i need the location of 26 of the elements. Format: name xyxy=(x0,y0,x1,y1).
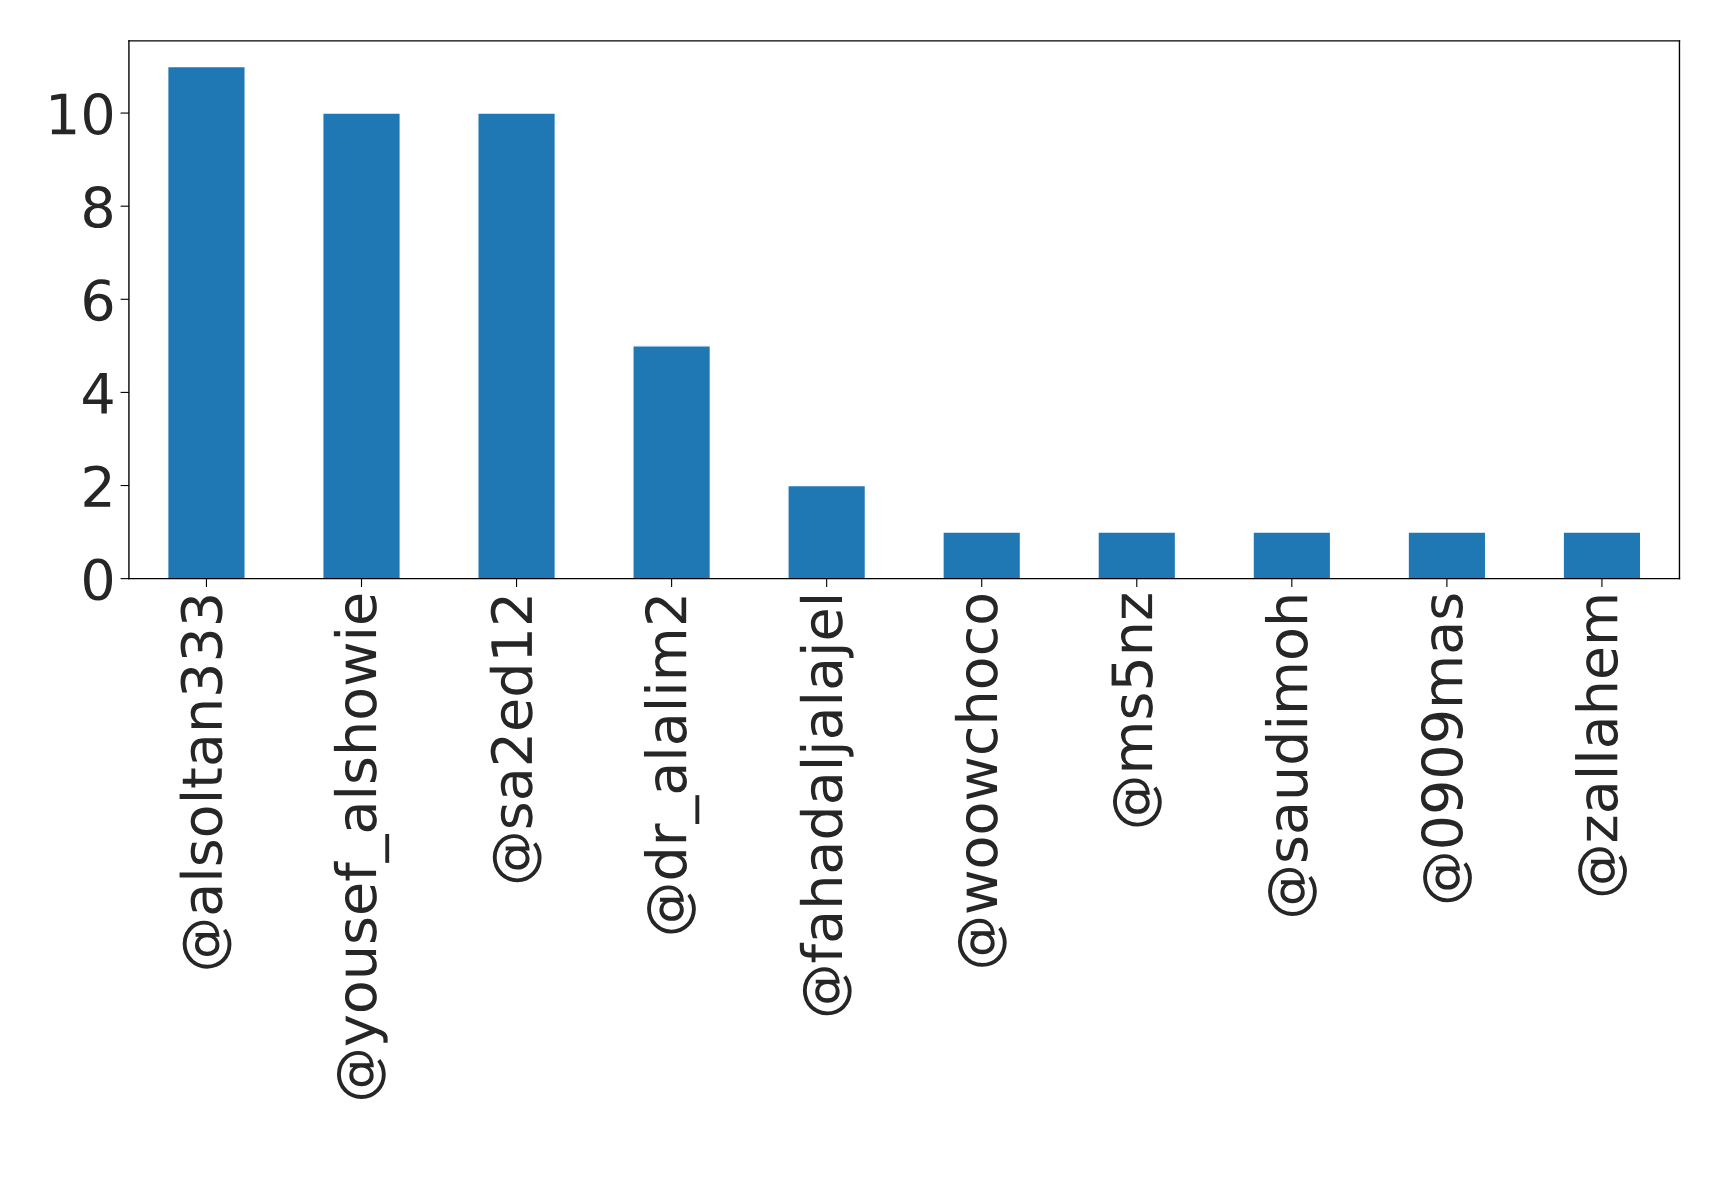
y-tick-label: 10 xyxy=(51,92,113,135)
x-tick-label: @ms5nz xyxy=(1111,594,1162,827)
y-tick-label: 6 xyxy=(84,279,113,322)
y-tick-label: 2 xyxy=(84,465,111,507)
bar xyxy=(322,112,401,579)
bar xyxy=(1407,531,1487,579)
x-tick-label: @dr_alalim2 xyxy=(643,597,700,934)
x-tick-label: @saudimoh xyxy=(1264,596,1317,916)
x-tick-label: @fahadaljalajel xyxy=(799,597,854,1016)
bar xyxy=(1562,531,1642,579)
y-tick-label: 0 xyxy=(84,558,113,601)
bar xyxy=(632,345,712,579)
bar xyxy=(477,112,557,579)
bar xyxy=(166,65,246,579)
y-tick-label: 4 xyxy=(83,373,113,414)
bar xyxy=(787,484,867,579)
x-tick-label: @yousef_alshowie xyxy=(333,594,390,1099)
x-tick-label: @sa2ed12 xyxy=(489,597,542,883)
bar xyxy=(1252,531,1332,579)
x-tick-label: @zallahem xyxy=(1575,596,1627,896)
x-tick-label: @woowchoco xyxy=(954,594,1007,967)
bar xyxy=(1097,531,1177,579)
x-tick-label: @0909mas xyxy=(1420,594,1472,903)
y-tick-label: 8 xyxy=(84,186,112,229)
x-tick-label: @alsoltan333 xyxy=(179,596,232,969)
bar xyxy=(942,531,1022,579)
